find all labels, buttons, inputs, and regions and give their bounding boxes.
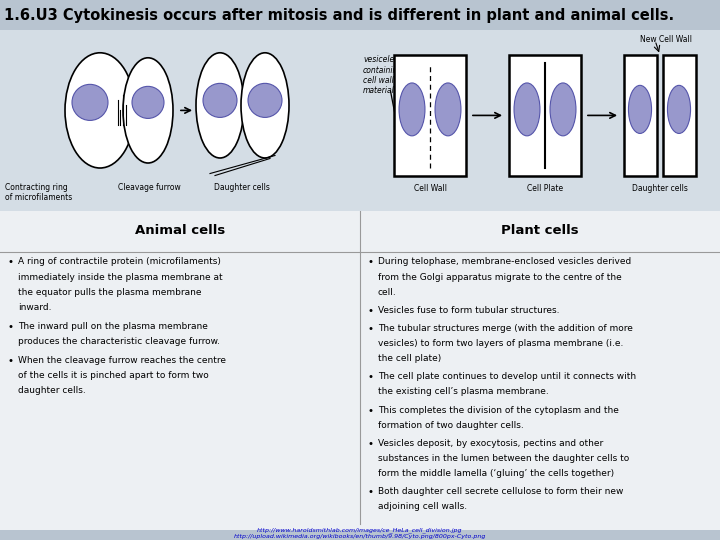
Text: the cell plate): the cell plate) xyxy=(378,354,441,363)
Bar xyxy=(0,30,360,211)
Bar xyxy=(624,55,657,176)
Text: vesicles) to form two layers of plasma membrane (i.e.: vesicles) to form two layers of plasma m… xyxy=(378,339,624,348)
Text: adjoining cell walls.: adjoining cell walls. xyxy=(378,502,467,511)
Text: Daughter cells: Daughter cells xyxy=(632,184,688,193)
Text: daughter cells.: daughter cells. xyxy=(18,387,86,395)
Text: Animal cells: Animal cells xyxy=(135,224,225,237)
Text: Cleavage furrow: Cleavage furrow xyxy=(118,183,181,192)
Text: Cell Plate: Cell Plate xyxy=(527,184,563,193)
Text: Vesicles fuse to form tubular structures.: Vesicles fuse to form tubular structures… xyxy=(378,306,559,315)
Text: the existing cell’s plasma membrane.: the existing cell’s plasma membrane. xyxy=(378,388,549,396)
Text: •: • xyxy=(367,439,373,449)
Text: immediately inside the plasma membrane at: immediately inside the plasma membrane a… xyxy=(18,273,222,281)
Ellipse shape xyxy=(72,84,108,120)
Ellipse shape xyxy=(132,86,164,118)
Text: of the cells it is pinched apart to form two: of the cells it is pinched apart to form… xyxy=(18,372,209,380)
Text: produces the characteristic cleavage furrow.: produces the characteristic cleavage fur… xyxy=(18,337,220,346)
Text: The tubular structures merge (with the addition of more: The tubular structures merge (with the a… xyxy=(378,324,633,333)
Text: •: • xyxy=(7,356,13,366)
Bar xyxy=(360,30,720,211)
Ellipse shape xyxy=(514,83,540,136)
Text: 1.6.U3 Cytokinesis occurs after mitosis and is different in plant and animal cel: 1.6.U3 Cytokinesis occurs after mitosis … xyxy=(4,8,675,23)
Text: •: • xyxy=(7,322,13,332)
Text: http://www.haroldsmithlab.com/images/ce_HeLa_cell_division.jpg: http://www.haroldsmithlab.com/images/ce_… xyxy=(257,527,463,532)
Ellipse shape xyxy=(667,85,690,133)
Text: formation of two daughter cells.: formation of two daughter cells. xyxy=(378,421,523,430)
Text: The inward pull on the plasma membrane: The inward pull on the plasma membrane xyxy=(18,322,208,331)
Text: substances in the lumen between the daughter cells to: substances in the lumen between the daug… xyxy=(378,454,629,463)
Text: A ring of contractile protein (microfilaments): A ring of contractile protein (microfila… xyxy=(18,258,221,266)
Bar xyxy=(509,55,581,176)
Ellipse shape xyxy=(241,53,289,158)
Text: •: • xyxy=(367,306,373,316)
Ellipse shape xyxy=(629,85,652,133)
Ellipse shape xyxy=(248,83,282,117)
Text: This completes the division of the cytoplasm and the: This completes the division of the cytop… xyxy=(378,406,619,415)
Ellipse shape xyxy=(123,58,173,163)
Text: Both daughter cell secrete cellulose to form their new: Both daughter cell secrete cellulose to … xyxy=(378,487,624,496)
Ellipse shape xyxy=(196,53,244,158)
Text: •: • xyxy=(7,258,13,267)
Text: Contracting ring
of microfilaments: Contracting ring of microfilaments xyxy=(5,183,72,202)
Text: •: • xyxy=(367,373,373,382)
Text: •: • xyxy=(367,487,373,497)
Text: When the cleavage furrow reaches the centre: When the cleavage furrow reaches the cen… xyxy=(18,356,226,365)
Bar xyxy=(394,55,466,176)
Text: from the Golgi apparatus migrate to the centre of the: from the Golgi apparatus migrate to the … xyxy=(378,273,622,281)
Text: Vesicles deposit, by exocytosis, pectins and other: Vesicles deposit, by exocytosis, pectins… xyxy=(378,439,603,448)
Text: http://upload.wikimedia.org/wikibooks/en/thumb/9.98/Cyto.png/800px-Cyto.png: http://upload.wikimedia.org/wikibooks/en… xyxy=(234,534,486,539)
Text: form the middle lamella (‘gluing’ the cells together): form the middle lamella (‘gluing’ the ce… xyxy=(378,469,614,478)
Text: New Cell Wall: New Cell Wall xyxy=(640,35,692,44)
Text: Daughter cells: Daughter cells xyxy=(214,183,270,192)
Ellipse shape xyxy=(65,53,135,168)
Text: vesiceles
containing
cell wall
material: vesiceles containing cell wall material xyxy=(363,55,403,96)
Ellipse shape xyxy=(435,83,461,136)
Text: inward.: inward. xyxy=(18,303,52,312)
Text: cell.: cell. xyxy=(378,288,397,296)
Text: Plant cells: Plant cells xyxy=(501,224,579,237)
Text: the equator pulls the plasma membrane: the equator pulls the plasma membrane xyxy=(18,288,202,296)
Bar xyxy=(663,55,696,176)
Text: •: • xyxy=(367,258,373,267)
Text: The cell plate continues to develop until it connects with: The cell plate continues to develop unti… xyxy=(378,373,636,381)
Ellipse shape xyxy=(203,83,237,117)
Text: Cell Wall: Cell Wall xyxy=(413,184,446,193)
Ellipse shape xyxy=(399,83,425,136)
Text: •: • xyxy=(367,406,373,416)
Text: During telophase, membrane-enclosed vesicles derived: During telophase, membrane-enclosed vesi… xyxy=(378,258,631,266)
Ellipse shape xyxy=(550,83,576,136)
Text: •: • xyxy=(367,324,373,334)
